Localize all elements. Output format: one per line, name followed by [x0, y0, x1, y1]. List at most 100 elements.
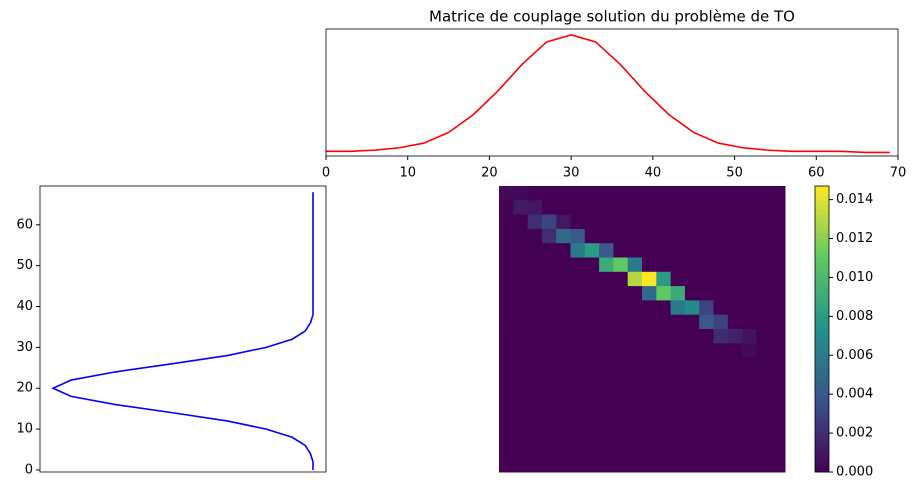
colorbar-tick-label: 0.006	[836, 348, 873, 363]
colorbar-band	[815, 467, 829, 473]
heatmap-cell	[727, 400, 743, 416]
colorbar-band	[815, 390, 829, 397]
heatmap-cell	[756, 257, 772, 273]
heatmap-cell	[684, 457, 700, 473]
heatmap-cell	[541, 228, 557, 244]
colorbar-band	[815, 357, 829, 363]
heatmap-cell	[670, 214, 686, 230]
heatmap-cell	[756, 414, 772, 430]
heatmap-cell	[699, 243, 714, 258]
heatmap-cell	[613, 371, 629, 387]
heatmap-cell	[770, 357, 786, 373]
heatmap-cell	[756, 314, 772, 330]
heatmap-cell	[541, 357, 557, 373]
colorbar-band	[815, 329, 829, 335]
heatmap-cell	[627, 357, 643, 373]
colorbar-band	[815, 429, 829, 435]
heatmap-cell	[627, 286, 643, 301]
colorbar-band	[815, 262, 829, 268]
colorbar-frame	[814, 185, 830, 473]
heatmap-cell	[756, 300, 772, 316]
heatmap-cell	[684, 243, 700, 258]
heatmap-cell	[541, 343, 557, 359]
heatmap-cell	[613, 414, 629, 430]
heatmap-cell	[699, 457, 714, 473]
heatmap-cell	[627, 300, 643, 316]
heatmap-cell	[556, 414, 571, 430]
colorbar-band	[815, 452, 829, 459]
heatmap-cell	[541, 186, 557, 201]
heatmap-cell	[541, 329, 557, 344]
heatmap-cell	[556, 257, 571, 273]
heatmap-cell	[570, 386, 586, 401]
heatmap-cell	[727, 186, 743, 201]
y-tick-label: 50	[16, 258, 33, 273]
heatmap-cell	[642, 314, 657, 330]
heatmap-cell	[527, 414, 543, 430]
heatmap-cell	[556, 400, 571, 416]
heatmap-cell	[756, 357, 772, 373]
heatmap-cell	[699, 386, 714, 401]
heatmap-cell	[541, 429, 557, 444]
heatmap-cell	[699, 400, 714, 416]
heatmap-cell	[727, 457, 743, 473]
x-tick-label: 40	[645, 166, 662, 181]
heatmap-cell	[770, 386, 786, 401]
heatmap-cell	[642, 357, 657, 373]
heatmap-cell	[742, 443, 757, 459]
heatmap-cell	[556, 457, 571, 473]
colorbar-band	[815, 233, 829, 239]
colorbar-band	[815, 195, 829, 201]
heatmap-cell	[513, 228, 529, 244]
heatmap-cell	[770, 329, 786, 344]
heatmap-cell	[584, 429, 600, 444]
heatmap-cell	[684, 271, 700, 287]
colorbar-band	[815, 395, 829, 401]
colorbar-band	[815, 214, 829, 220]
data-line	[51, 192, 314, 470]
heatmap-cell	[756, 329, 772, 344]
heatmap-cell	[627, 214, 643, 230]
x-tick-label: 30	[563, 166, 580, 181]
heatmap-cell	[727, 443, 743, 459]
heatmap-cell	[713, 386, 729, 401]
heatmap-cell	[584, 186, 600, 201]
heatmap-cell	[541, 300, 557, 316]
heatmap-cell	[584, 371, 600, 387]
heatmap-cell	[742, 200, 757, 216]
heatmap-cell	[670, 329, 686, 344]
y-tick-label: 60	[16, 217, 33, 232]
heatmap-cell	[742, 286, 757, 301]
heatmap-cell	[513, 343, 529, 359]
heatmap-cell	[684, 314, 700, 330]
heatmap-cell	[713, 286, 729, 301]
heatmap-cell	[670, 257, 686, 273]
heatmap-cell	[727, 386, 743, 401]
heatmap-cell	[642, 271, 657, 287]
colorbar-band	[815, 281, 829, 287]
heatmap-cell	[642, 186, 657, 201]
heatmap-cell	[684, 400, 700, 416]
heatmap-cell	[541, 457, 557, 473]
heatmap-cell	[513, 200, 529, 216]
heatmap-cell	[499, 257, 514, 273]
heatmap-cell	[742, 429, 757, 444]
colorbar-band	[815, 405, 829, 411]
colorbar-band	[815, 200, 829, 206]
colorbar-band	[815, 319, 829, 325]
colorbar-band	[815, 348, 829, 354]
heatmap-cell	[656, 257, 672, 273]
heatmap-cell	[599, 271, 614, 287]
heatmap-cell	[656, 414, 672, 430]
data-line	[326, 34, 890, 154]
heatmap-cell	[613, 186, 629, 201]
heatmap-cell	[699, 271, 714, 287]
heatmap-cell	[613, 243, 629, 258]
heatmap-cell	[570, 357, 586, 373]
heatmap-cell	[670, 286, 686, 301]
colorbar-band	[815, 343, 829, 349]
heatmap-cell	[584, 400, 600, 416]
heatmap-cell	[642, 371, 657, 387]
colorbar-band	[815, 205, 829, 211]
heatmap-cell	[699, 329, 714, 344]
